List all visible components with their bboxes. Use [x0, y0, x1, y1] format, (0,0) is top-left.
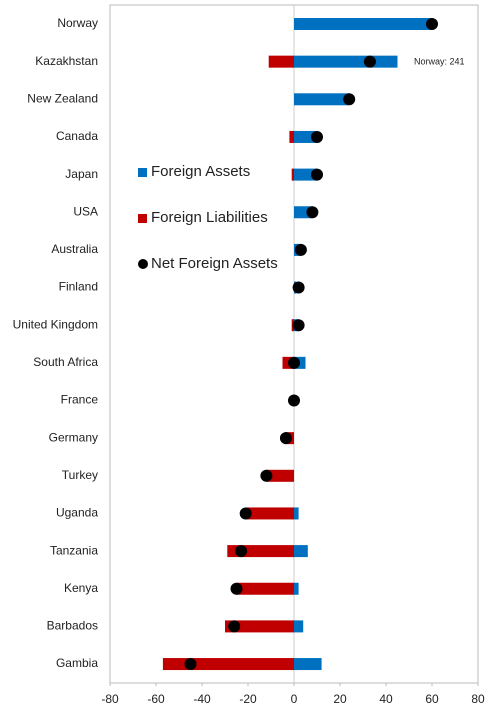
bar — [294, 620, 304, 633]
dot — [306, 206, 319, 219]
y-tick-label: Uganda — [56, 506, 98, 520]
y-tick-label: New Zealand — [27, 91, 98, 105]
dot — [292, 319, 305, 332]
x-tick-label: 0 — [291, 692, 298, 706]
y-tick-label: Tanzania — [50, 543, 98, 557]
bar — [225, 620, 294, 633]
y-tick-label: USA — [73, 204, 98, 218]
bar — [294, 168, 317, 181]
dot — [311, 130, 323, 143]
dot — [426, 18, 438, 30]
dot — [279, 432, 292, 445]
dot — [260, 469, 273, 482]
legend-label: Net Foreign Assets — [151, 255, 278, 272]
legend-label: Foreign Assets — [151, 163, 250, 180]
dot — [311, 168, 323, 181]
y-tick-label: Kazakhstan — [35, 54, 98, 68]
y-tick-label: Finland — [59, 280, 98, 294]
dot — [239, 507, 252, 520]
x-tick-label: 60 — [425, 692, 439, 706]
bar — [291, 168, 294, 181]
bar — [294, 658, 322, 671]
y-tick-label: Germany — [49, 430, 98, 444]
x-tick-label: 20 — [333, 692, 347, 706]
bar — [294, 55, 398, 68]
x-tick-label: 40 — [379, 692, 393, 706]
x-tick-label: -60 — [147, 692, 165, 706]
bar — [289, 130, 294, 143]
legend-label: Foreign Liabilities — [151, 209, 268, 226]
annotation: Norway: 241 — [414, 56, 465, 66]
dot — [184, 658, 197, 671]
y-tick-label: Norway — [57, 16, 98, 30]
y-tick-label: Australia — [51, 242, 98, 256]
dot — [288, 356, 300, 369]
y-tick-label: United Kingdom — [13, 317, 98, 331]
legend-marker — [138, 214, 147, 223]
bar — [294, 545, 308, 558]
y-tick-label: South Africa — [33, 355, 98, 369]
bar — [266, 469, 294, 482]
dot — [288, 394, 300, 407]
dot — [343, 93, 356, 106]
bar — [294, 507, 299, 520]
y-tick-label: Japan — [65, 167, 98, 181]
y-tick-label: Kenya — [64, 581, 98, 595]
y-tick-label: Turkey — [62, 468, 98, 482]
bar — [294, 93, 350, 106]
bar — [294, 582, 299, 595]
x-tick-label: 80 — [471, 692, 485, 706]
dot — [235, 545, 248, 558]
dot — [292, 281, 305, 294]
x-tick-label: -80 — [101, 692, 119, 706]
legend-marker — [138, 168, 147, 177]
bar — [294, 130, 317, 143]
y-tick-label: Gambia — [56, 656, 98, 670]
legend-marker — [138, 259, 148, 269]
bar — [236, 582, 294, 595]
dot — [230, 582, 243, 595]
dot — [294, 243, 307, 256]
bar — [268, 55, 294, 68]
x-tick-label: -20 — [239, 692, 257, 706]
y-tick-label: Barbados — [47, 619, 98, 633]
y-tick-label: France — [61, 393, 99, 407]
y-tick-label: Canada — [56, 129, 98, 143]
dot — [228, 620, 241, 633]
dot — [363, 55, 376, 68]
x-tick-label: -40 — [193, 692, 211, 706]
bar — [294, 18, 432, 30]
bar — [245, 507, 294, 520]
bar — [162, 658, 294, 671]
